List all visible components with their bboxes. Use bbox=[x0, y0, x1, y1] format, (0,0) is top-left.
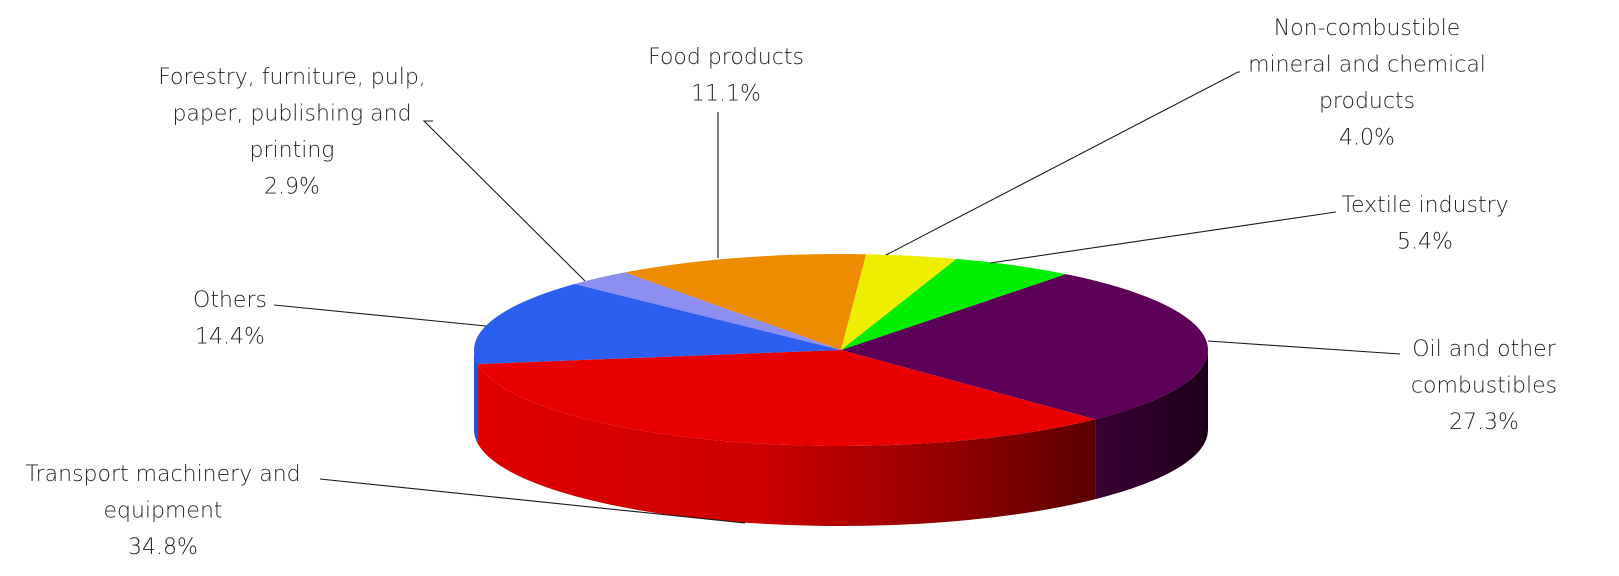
pie-top-faces bbox=[473, 254, 1208, 447]
non-combustible-mineral-and-chemical-products-label: Non-combustible mineral and chemical produ… bbox=[1248, 16, 1486, 151]
forestry-furniture-pulp-paper-publishing-and-printing-label-line: Forestry, furniture, pulp, bbox=[158, 65, 426, 90]
others-leader bbox=[273, 304, 487, 327]
slice-labels: Oil and other combustibles 27.3% Transport … bbox=[25, 16, 1557, 560]
food-products-label: Food products 11.1% bbox=[648, 45, 804, 107]
others-label: Others 14.4% bbox=[193, 288, 267, 350]
non-combustible-mineral-and-chemical-products-label-line: mineral and chemical bbox=[1248, 53, 1486, 78]
forestry-furniture-pulp-paper-publishing-and-printing-leader bbox=[422, 120, 586, 282]
oil-and-other-combustibles-label: Oil and other combustibles 27.3% bbox=[1411, 337, 1557, 435]
food-products-value: 11.1% bbox=[691, 82, 761, 107]
oil-and-other-combustibles-value: 27.3% bbox=[1449, 410, 1519, 435]
non-combustible-mineral-and-chemical-products-label-line: products bbox=[1319, 89, 1415, 114]
textile-industry-leader bbox=[989, 211, 1337, 264]
textile-industry-label: Textile industry 5.4% bbox=[1341, 193, 1508, 255]
non-combustible-mineral-and-chemical-products-label-line: Non-combustible bbox=[1274, 16, 1461, 41]
oil-and-other-combustibles-label-line: combustibles bbox=[1411, 374, 1557, 399]
food-products-slice bbox=[624, 254, 867, 350]
others-slice bbox=[473, 283, 841, 365]
oil-and-other-combustibles-leader bbox=[1207, 340, 1401, 355]
forestry-furniture-pulp-paper-publishing-and-printing-label: Forestry, furniture, pulp, paper, publish… bbox=[158, 65, 426, 200]
transport-machinery-and-equipment-value: 34.8% bbox=[128, 535, 198, 560]
transport-machinery-and-equipment-slice bbox=[477, 350, 1096, 447]
textile-industry-label-line: Textile industry bbox=[1341, 193, 1508, 218]
others-label-line: Others bbox=[193, 288, 267, 313]
non-combustible-mineral-and-chemical-products-slice bbox=[841, 254, 957, 350]
transport-machinery-and-equipment-label-line: equipment bbox=[103, 499, 222, 524]
forestry-furniture-pulp-paper-publishing-and-printing-slice bbox=[574, 272, 841, 350]
oil-and-other-combustibles-side bbox=[1095, 350, 1208, 500]
transport-machinery-and-equipment-side bbox=[477, 364, 1096, 526]
forestry-furniture-pulp-paper-publishing-and-printing-label-line: paper, publishing and bbox=[172, 102, 411, 127]
textile-industry-value: 5.4% bbox=[1397, 230, 1453, 255]
transport-machinery-and-equipment-label-line: Transport machinery and bbox=[25, 462, 300, 487]
oil-and-other-combustibles-label-line: Oil and other bbox=[1412, 337, 1556, 362]
transport-machinery-and-equipment-leader bbox=[319, 478, 746, 524]
others-side bbox=[474, 350, 478, 445]
non-combustible-mineral-and-chemical-products-value: 4.0% bbox=[1339, 126, 1395, 151]
oil-and-other-combustibles-slice bbox=[841, 274, 1208, 420]
forestry-furniture-pulp-paper-publishing-and-printing-label-line: printing bbox=[250, 138, 335, 163]
transport-machinery-and-equipment-label: Transport machinery and equipment 34.8% bbox=[25, 462, 300, 560]
pie-side-walls bbox=[474, 350, 1208, 526]
others-value: 14.4% bbox=[195, 325, 265, 350]
leader-lines bbox=[273, 71, 1401, 524]
forestry-furniture-pulp-paper-publishing-and-printing-value: 2.9% bbox=[264, 175, 320, 200]
food-products-label-line: Food products bbox=[648, 45, 804, 70]
non-combustible-mineral-and-chemical-products-leader bbox=[885, 71, 1240, 256]
textile-industry-slice bbox=[841, 258, 1066, 350]
